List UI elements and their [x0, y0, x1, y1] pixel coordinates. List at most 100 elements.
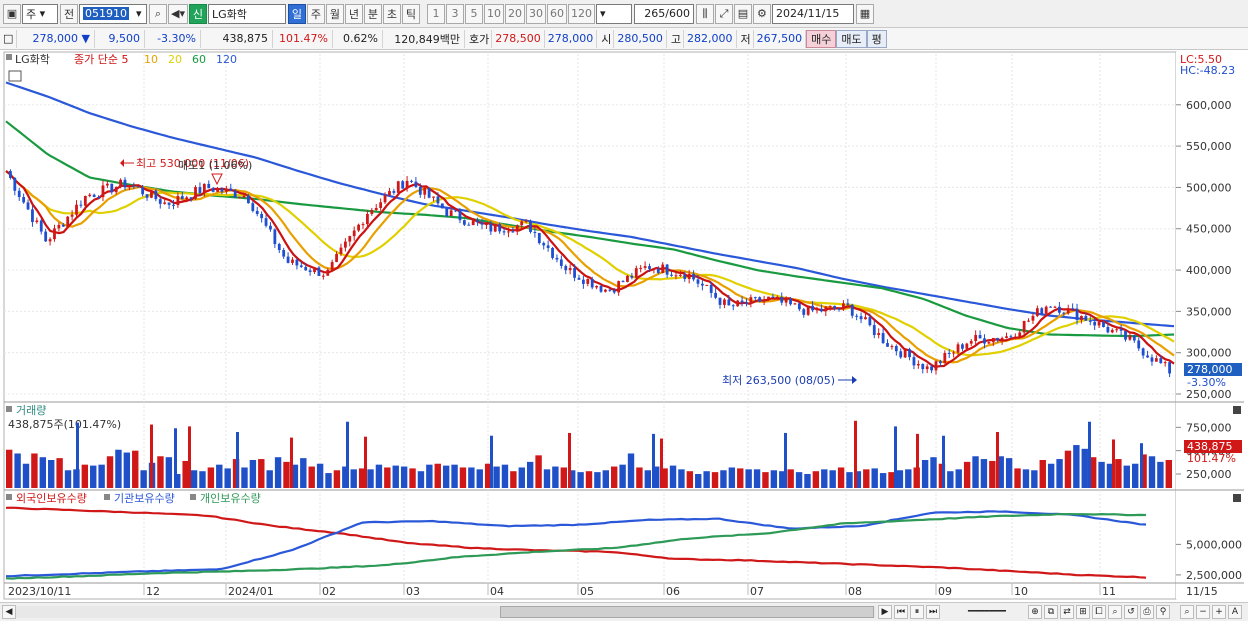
copy-icon[interactable]: ⧠	[1092, 605, 1106, 619]
legend-item-2: 20	[168, 53, 182, 66]
candle-body	[330, 262, 334, 270]
zoom-in-icon[interactable]: ⊕	[1028, 605, 1042, 619]
window-split-icon[interactable]: ⊞	[1076, 605, 1090, 619]
gear-icon[interactable]: ⚙	[752, 3, 771, 24]
scroll-left-icon[interactable]: ◀	[2, 605, 16, 619]
volume-bar	[1148, 456, 1156, 488]
interval-button-0[interactable]: 1	[426, 3, 445, 24]
period-tab-5[interactable]: 초	[382, 3, 401, 24]
layout-icon[interactable]: ⧉	[1044, 605, 1058, 619]
stock-name-field[interactable]: LG화학	[207, 3, 286, 24]
candle-body	[1071, 308, 1075, 310]
stock-code-input[interactable]: 051910 ▾	[79, 3, 147, 24]
annotation-low-text: 최저 263,500 (08/05)	[722, 374, 835, 387]
interval-button-7[interactable]: 120	[567, 3, 595, 24]
compare-icon[interactable]: ⇄	[1060, 605, 1074, 619]
interval-button-3[interactable]: 10	[483, 3, 504, 24]
interval-button-1[interactable]: 3	[445, 3, 464, 24]
candle-body	[511, 231, 515, 233]
period-tab-2[interactable]: 월	[325, 3, 344, 24]
candle-body	[1141, 348, 1145, 356]
prev-button[interactable]: 전	[60, 3, 78, 24]
interval-button-2[interactable]: 5	[464, 3, 483, 24]
candle-body	[590, 278, 594, 288]
scroll-right-icon[interactable]: ▶	[878, 605, 892, 619]
foreign-holdings-line	[5, 506, 1147, 579]
candle-body	[489, 224, 493, 232]
period-tab-6[interactable]: 틱	[401, 3, 420, 24]
last-page-icon[interactable]: ⏭	[926, 605, 940, 619]
plus-icon[interactable]: +	[1212, 605, 1226, 619]
candle-body	[1093, 321, 1097, 326]
stock-chart[interactable]: LG화학 종가 단순 5 10 20 60 120 LC:5.50 HC:-48.23 …	[0, 50, 1248, 602]
volume-bar	[535, 455, 542, 488]
first-page-icon[interactable]: ⏮	[894, 605, 908, 619]
period-tab-4[interactable]: 분	[363, 3, 382, 24]
table-icon[interactable]	[8, 70, 22, 82]
sell-button[interactable]: 매도	[836, 29, 867, 48]
period-tab-0[interactable]: 일	[287, 3, 306, 24]
eval-button[interactable]: 평	[866, 29, 887, 48]
volume-bar	[1047, 463, 1055, 488]
volume-bar	[140, 470, 147, 488]
volume-bar	[1064, 450, 1072, 488]
font-size-icon[interactable]: A	[1228, 605, 1242, 619]
buy-button[interactable]: 매수	[806, 29, 837, 48]
search-icon-2[interactable]: ⌕	[1180, 605, 1194, 619]
volume-bar	[400, 466, 408, 488]
draw-tool-icon[interactable]: ⤢	[714, 3, 733, 24]
trade-amount: 120,849백만	[383, 29, 465, 48]
candle-body	[277, 244, 281, 250]
interval-input[interactable]: ▾	[595, 3, 632, 24]
candle-body	[440, 203, 444, 209]
scroll-thumb[interactable]	[500, 606, 874, 618]
interval-button-5[interactable]: 30	[525, 3, 546, 24]
quote-bar: □ 278,000 ▼ 9,500 -3.30% 438,875 101.47%…	[0, 28, 1248, 50]
volume-bar	[342, 466, 349, 488]
lc-label: LC:5.50	[1180, 53, 1222, 66]
checkbox[interactable]: □	[3, 29, 17, 48]
x-label-9: 08	[848, 585, 862, 598]
interval-button-6[interactable]: 60	[546, 3, 567, 24]
volume-spike	[652, 433, 655, 488]
zoom-slider[interactable]: ━━━━━━━	[968, 607, 1006, 617]
print-icon[interactable]: ⎙	[1140, 605, 1154, 619]
volume-bar	[199, 471, 206, 488]
search-icon[interactable]: ⌕	[149, 3, 167, 24]
candle-body	[9, 171, 12, 178]
new-tag[interactable]: 신	[188, 3, 207, 24]
volume-bar	[132, 450, 139, 488]
calendar-icon[interactable]: ▦	[855, 3, 874, 24]
volume-close-icon[interactable]	[1233, 406, 1241, 414]
volume-spike	[568, 432, 571, 488]
volume-bar	[90, 465, 97, 488]
zoom-search-icon[interactable]: ⚲	[1156, 605, 1170, 619]
candle-body	[661, 264, 665, 273]
candle-body	[432, 196, 435, 198]
candle-body	[709, 284, 713, 293]
interval-button-4[interactable]: 20	[504, 3, 525, 24]
holdings-close-icon[interactable]	[1233, 494, 1241, 502]
candle-type-icon[interactable]: ⫼	[695, 3, 714, 24]
volume-bar	[98, 464, 105, 488]
candle-body	[220, 188, 224, 192]
pause-icon[interactable]: ⏸	[910, 605, 924, 619]
volume-bar	[854, 471, 862, 488]
window-icon[interactable]: ▣	[3, 3, 21, 24]
reset-icon[interactable]: ↺	[1124, 605, 1138, 619]
candle-body	[1110, 329, 1114, 333]
price-value: 278,000	[32, 32, 79, 45]
volume-bar	[274, 457, 282, 488]
minus-icon[interactable]: −	[1196, 605, 1210, 619]
candle-body	[462, 220, 466, 225]
period-tab-3[interactable]: 년	[344, 3, 363, 24]
volume-bar	[22, 463, 30, 488]
period-tab-1[interactable]: 주	[306, 3, 325, 24]
search-zoom-icon[interactable]: ⌕	[1108, 605, 1122, 619]
speaker-icon[interactable]: ◀▾	[168, 3, 188, 24]
count-input[interactable]: 265/600	[633, 3, 694, 24]
save-icon[interactable]: ▤	[733, 3, 752, 24]
date-input[interactable]: 2024/11/15	[771, 3, 854, 24]
market-type-select[interactable]: 주 ▾	[22, 3, 58, 24]
candle-body	[348, 236, 352, 242]
